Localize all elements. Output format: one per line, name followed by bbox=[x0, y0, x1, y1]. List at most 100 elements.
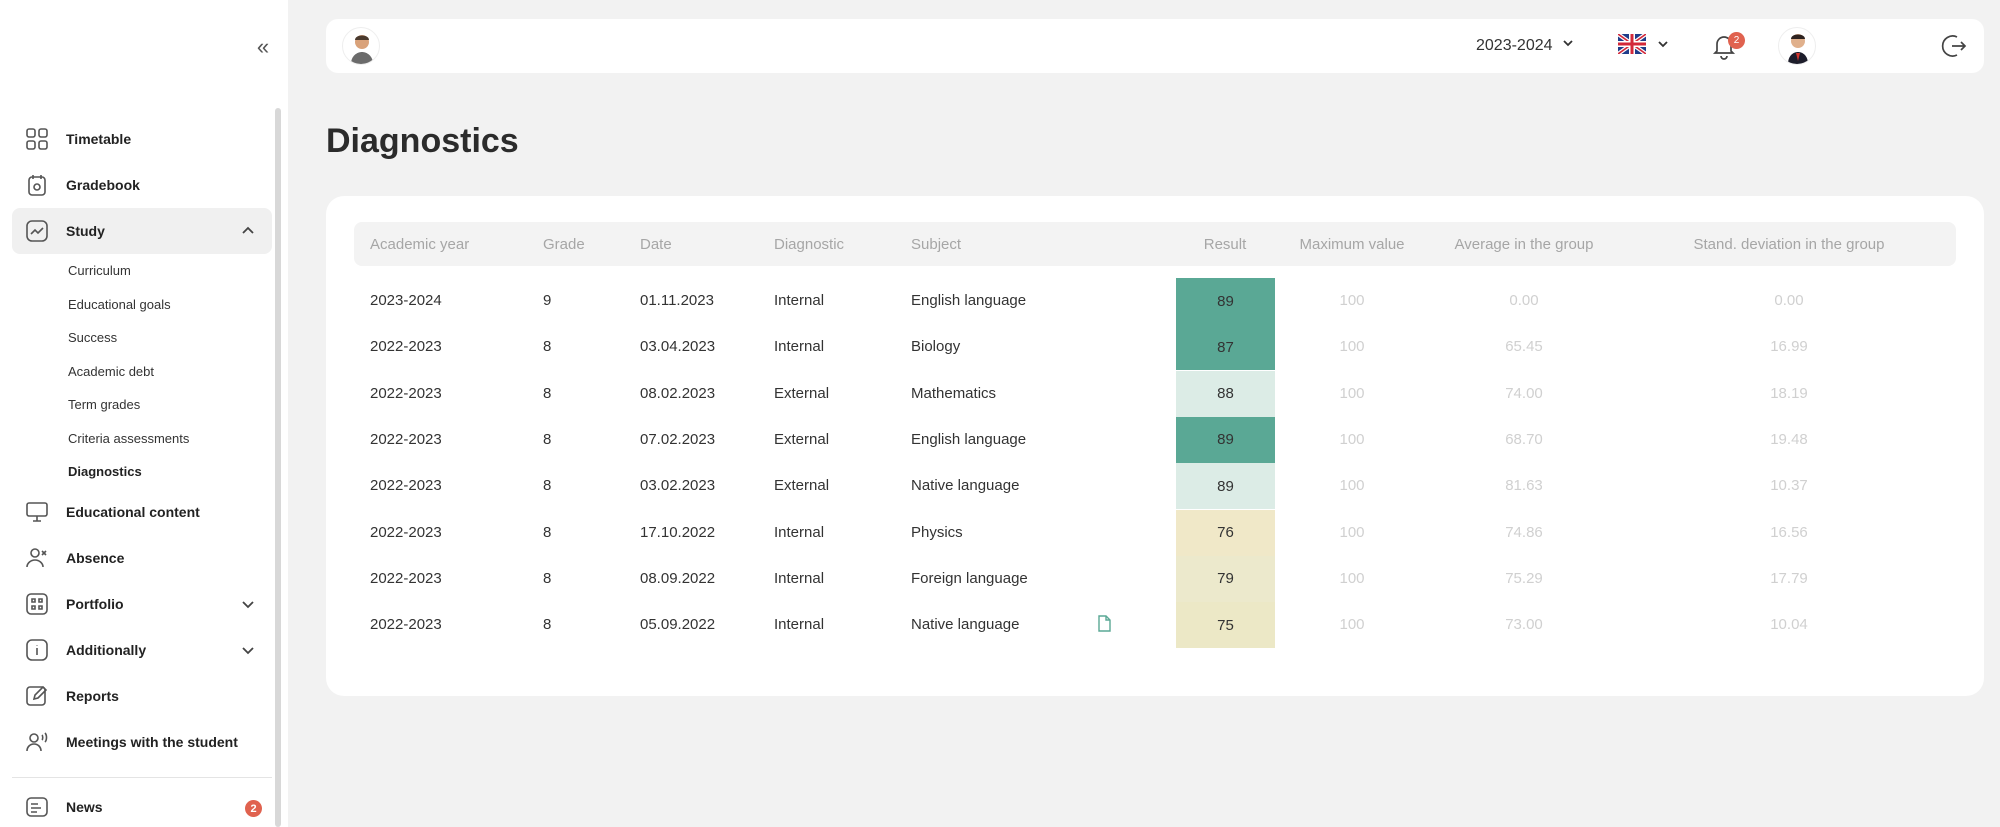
cell-diag: External bbox=[774, 477, 830, 495]
sidebar-item-absence[interactable]: Absence bbox=[12, 535, 272, 581]
cell-diag: Internal bbox=[774, 569, 825, 587]
cell-grade: 8 bbox=[543, 616, 552, 634]
cell-diag: External bbox=[774, 384, 830, 402]
edit-icon bbox=[24, 683, 50, 709]
cell-date: 08.02.2023 bbox=[640, 384, 716, 402]
sidebar-scrollbar[interactable] bbox=[275, 108, 281, 827]
column-header[interactable]: Grade bbox=[543, 236, 585, 253]
cell-sd: 10.37 bbox=[1770, 477, 1808, 495]
column-header[interactable]: Stand. deviation in the group bbox=[1693, 236, 1885, 253]
diagnostics-card: Academic year Grade Date Diagnostic Subj… bbox=[326, 196, 1984, 696]
table-row[interactable]: 2022-2023 8 05.09.2022 Internal Native langu… bbox=[354, 602, 1956, 649]
table-row[interactable]: 2022-2023 8 08.09.2022 Internal Foreign lang… bbox=[354, 555, 1956, 602]
academic-year-select[interactable]: 2023-2024 bbox=[1476, 36, 1575, 55]
sidebar-item-label: Absence bbox=[66, 549, 125, 566]
cell-date: 03.02.2023 bbox=[640, 477, 716, 495]
cell-year: 2022-2023 bbox=[370, 569, 442, 587]
bell-icon[interactable] bbox=[1710, 32, 1738, 60]
cell-date: 17.10.2022 bbox=[640, 523, 716, 541]
cell-year: 2022-2023 bbox=[370, 338, 442, 356]
sidebar-item-news[interactable]: News 2 bbox=[12, 784, 272, 827]
info-icon bbox=[24, 637, 50, 663]
cell-max: 100 bbox=[1339, 477, 1365, 495]
cell-date: 07.02.2023 bbox=[640, 430, 716, 448]
submenu-criteria-assessments[interactable]: Criteria assessments bbox=[68, 430, 190, 446]
cell-subject: Native language bbox=[911, 616, 1020, 634]
sidebar-item-additionally[interactable]: Additionally bbox=[12, 627, 272, 673]
academic-year-value: 2023-2024 bbox=[1476, 36, 1553, 54]
cell-diag: Internal bbox=[774, 292, 825, 309]
submenu-diagnostics[interactable]: Diagnostics bbox=[68, 464, 142, 480]
cell-grade: 8 bbox=[543, 384, 552, 402]
cell-grade: 8 bbox=[543, 477, 552, 495]
chevron-down-icon[interactable] bbox=[240, 642, 256, 658]
submenu-academic-debt[interactable]: Academic debt bbox=[68, 363, 154, 379]
chevron-up-icon[interactable] bbox=[240, 223, 256, 239]
page-title: Diagnostics bbox=[326, 122, 519, 160]
cell-sd: 10.04 bbox=[1770, 616, 1808, 634]
sidebar-item-label: Reports bbox=[66, 687, 119, 704]
sidebar-item-timetable[interactable]: Timetable bbox=[12, 116, 272, 162]
table-header: Academic year Grade Date Diagnostic Subj… bbox=[354, 222, 1956, 266]
cell-diag: Internal bbox=[774, 523, 825, 541]
table-row[interactable]: 2023-2024 9 01.11.2023 Internal English lang… bbox=[354, 278, 1956, 324]
language-select[interactable] bbox=[1616, 32, 1670, 59]
trend-icon bbox=[24, 218, 50, 244]
news-badge: 2 bbox=[245, 800, 262, 817]
cell-max: 100 bbox=[1339, 384, 1365, 402]
sidebar-item-label: Meetings with the student bbox=[66, 733, 238, 750]
cell-grade: 8 bbox=[543, 523, 552, 541]
cell-year: 2022-2023 bbox=[370, 477, 442, 495]
sidebar-item-label: Additionally bbox=[66, 641, 147, 658]
sidebar-item-label: Portfolio bbox=[66, 595, 124, 612]
column-header[interactable]: Average in the group bbox=[1454, 236, 1594, 253]
sidebar-item-label: Gradebook bbox=[66, 177, 140, 193]
table-row[interactable]: 2022-2023 8 17.10.2022 Internal Physics 100 74… bbox=[354, 509, 1956, 556]
column-header[interactable]: Maximum value bbox=[1299, 236, 1405, 253]
logout-icon[interactable] bbox=[1940, 32, 1968, 60]
cell-year: 2022-2023 bbox=[370, 430, 442, 448]
column-header[interactable]: Result bbox=[1203, 236, 1247, 253]
sidebar-item-reports[interactable]: Reports bbox=[12, 673, 272, 719]
cell-subject: English language bbox=[911, 430, 1027, 448]
user-avatar[interactable] bbox=[342, 27, 380, 65]
cell-grade: 8 bbox=[543, 338, 552, 356]
notifications-badge: 2 bbox=[1728, 32, 1745, 49]
submenu-educational-goals[interactable]: Educational goals bbox=[68, 296, 171, 312]
cell-avg: 74.86 bbox=[1505, 523, 1543, 541]
sidebar-item-portfolio[interactable]: Portfolio bbox=[12, 581, 272, 627]
table-row[interactable]: 2022-2023 8 03.04.2023 Internal Biology 100 65… bbox=[354, 324, 1956, 371]
table-row[interactable]: 2022-2023 8 07.02.2023 External English lang… bbox=[354, 416, 1956, 463]
cell-subject: Native language bbox=[911, 477, 1020, 495]
cell-max: 100 bbox=[1339, 569, 1365, 587]
cell-year: 2022-2023 bbox=[370, 616, 442, 634]
collapse-sidebar-icon[interactable]: « bbox=[256, 34, 270, 59]
monitor-icon bbox=[24, 499, 50, 525]
submenu-term-grades[interactable]: Term grades bbox=[68, 397, 141, 413]
cell-sd: 17.79 bbox=[1770, 569, 1808, 587]
chevron-down-icon bbox=[1656, 37, 1670, 56]
chevron-down-icon[interactable] bbox=[240, 596, 256, 612]
cell-avg: 68.70 bbox=[1505, 430, 1543, 448]
cell-year: 2022-2023 bbox=[370, 523, 442, 541]
cell-result: 89 bbox=[1176, 463, 1275, 510]
cell-year: 2023-2024 bbox=[370, 292, 442, 309]
submenu-success[interactable]: Success bbox=[68, 330, 118, 346]
cell-sd: 18.19 bbox=[1770, 384, 1808, 402]
document-icon[interactable] bbox=[1096, 615, 1112, 633]
cell-avg: 0.00 bbox=[1509, 292, 1539, 309]
column-header[interactable]: Subject bbox=[911, 236, 962, 253]
column-header[interactable]: Date bbox=[640, 236, 672, 253]
column-header[interactable]: Diagnostic bbox=[774, 236, 845, 253]
sidebar-item-meetings[interactable]: Meetings with the student bbox=[12, 719, 272, 765]
column-header[interactable]: Academic year bbox=[370, 236, 470, 253]
sidebar-item-educational-content[interactable]: Educational content bbox=[12, 489, 272, 535]
cell-avg: 81.63 bbox=[1505, 477, 1543, 495]
table-row[interactable]: 2022-2023 8 08.02.2023 External Mathematics 1… bbox=[354, 370, 1956, 417]
cell-grade: 9 bbox=[543, 292, 552, 309]
table-row[interactable]: 2022-2023 8 03.02.2023 External Native langu… bbox=[354, 463, 1956, 510]
sidebar-item-gradebook[interactable]: Gradebook bbox=[12, 162, 272, 208]
sidebar-item-study[interactable]: Study bbox=[12, 208, 272, 254]
submenu-curriculum[interactable]: Curriculum bbox=[68, 263, 131, 279]
profile-avatar[interactable] bbox=[1778, 27, 1816, 65]
